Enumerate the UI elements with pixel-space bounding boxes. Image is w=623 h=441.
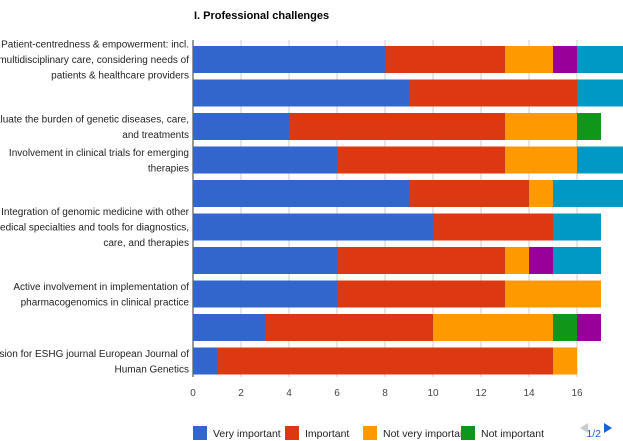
legend-label: Important [305, 428, 349, 440]
bar-segment [193, 247, 337, 274]
bar-segment [505, 46, 553, 73]
bar-segment [577, 146, 623, 174]
category-label: Human Genetics [115, 364, 189, 375]
pager-next-icon[interactable] [604, 423, 612, 433]
legend-swatch [363, 426, 377, 440]
x-tick-label: 6 [334, 388, 340, 399]
legend: Very important Important Not very importan… [193, 426, 544, 440]
bar-segment [553, 247, 601, 274]
category-label: medical specialties and tools for diagno… [0, 223, 189, 234]
bar-segment [433, 314, 553, 341]
category-label: therapies [148, 163, 189, 174]
bar-segment [553, 347, 577, 375]
x-tick-label: 0 [190, 388, 196, 399]
x-tick-labels: 0 2 4 6 8 10 12 14 16 [190, 388, 583, 399]
x-tick-label: 2 [238, 388, 244, 399]
category-label: pharmacogenomics in clinical practice [21, 297, 190, 308]
bar-segment [505, 113, 577, 140]
bar-segment [505, 280, 601, 308]
bar-segment [193, 314, 265, 341]
x-tick-label: 14 [523, 388, 535, 399]
bar-segment [193, 347, 217, 375]
x-tick-label: 12 [475, 388, 487, 399]
bar-segment [265, 314, 433, 341]
bar-segment [505, 146, 577, 174]
pager-prev-icon[interactable] [580, 423, 588, 433]
category-label: Patient-centredness & empowerment: incl. [1, 40, 189, 51]
bar-segment [193, 113, 289, 140]
category-label: multidisciplinary care, considering need… [0, 55, 189, 66]
pager-label: 1/2 [586, 428, 601, 440]
chart-title: I. Professional challenges [194, 10, 329, 22]
bar-segment [529, 247, 553, 274]
bar-segment [577, 113, 601, 140]
bar-segment [193, 213, 433, 241]
bar-segment [193, 46, 385, 73]
bar-segment [553, 213, 601, 241]
bar-segment [337, 146, 505, 174]
bar-segment [553, 46, 577, 73]
bar-segment [193, 79, 409, 107]
bar-segment [409, 180, 529, 207]
bar-segment [505, 247, 529, 274]
bar-segment [577, 314, 601, 341]
legend-swatch [193, 426, 207, 440]
x-tick-label: 4 [286, 388, 292, 399]
legend-label: Very important [213, 428, 281, 440]
bar-segment [337, 247, 505, 274]
bar-segment [553, 180, 623, 207]
bars [193, 46, 623, 375]
category-label: Integration of genomic medicine with oth… [1, 207, 190, 218]
category-label: patients & healthcare providers [51, 71, 189, 82]
bar-segment [217, 347, 553, 375]
bar-segment [577, 46, 623, 73]
bar-segment [553, 314, 577, 341]
bar-segment [577, 79, 623, 107]
x-tick-label: 16 [571, 388, 583, 399]
bar-segment [529, 180, 553, 207]
legend-swatch [285, 426, 299, 440]
bar-segment [193, 280, 337, 308]
bar-segment [433, 213, 553, 241]
bar-segment [193, 180, 409, 207]
bar-segment [337, 280, 505, 308]
category-label: Involvement in clinical trials for emerg… [9, 148, 189, 159]
category-label: Vision for ESHG journal European Journal… [0, 349, 189, 360]
category-labels: Patient-centredness & empowerment: incl.… [0, 40, 190, 376]
x-tick-label: 10 [427, 388, 439, 399]
bar-segment [409, 79, 577, 107]
category-label: and treatments [122, 130, 189, 141]
bar-segment [385, 46, 505, 73]
legend-swatch [461, 426, 475, 440]
legend-pager[interactable]: 1/2 [580, 423, 612, 440]
bar-segment [289, 113, 505, 140]
category-label: Active involvement in implementation of [13, 282, 189, 293]
x-tick-label: 8 [382, 388, 388, 399]
legend-label: Not very important [383, 428, 469, 440]
legend-label: Not important [481, 428, 544, 440]
bar-segment [193, 146, 337, 174]
category-label: Evaluate the burden of genetic diseases,… [0, 114, 189, 125]
category-label: care, and therapies [103, 238, 189, 249]
